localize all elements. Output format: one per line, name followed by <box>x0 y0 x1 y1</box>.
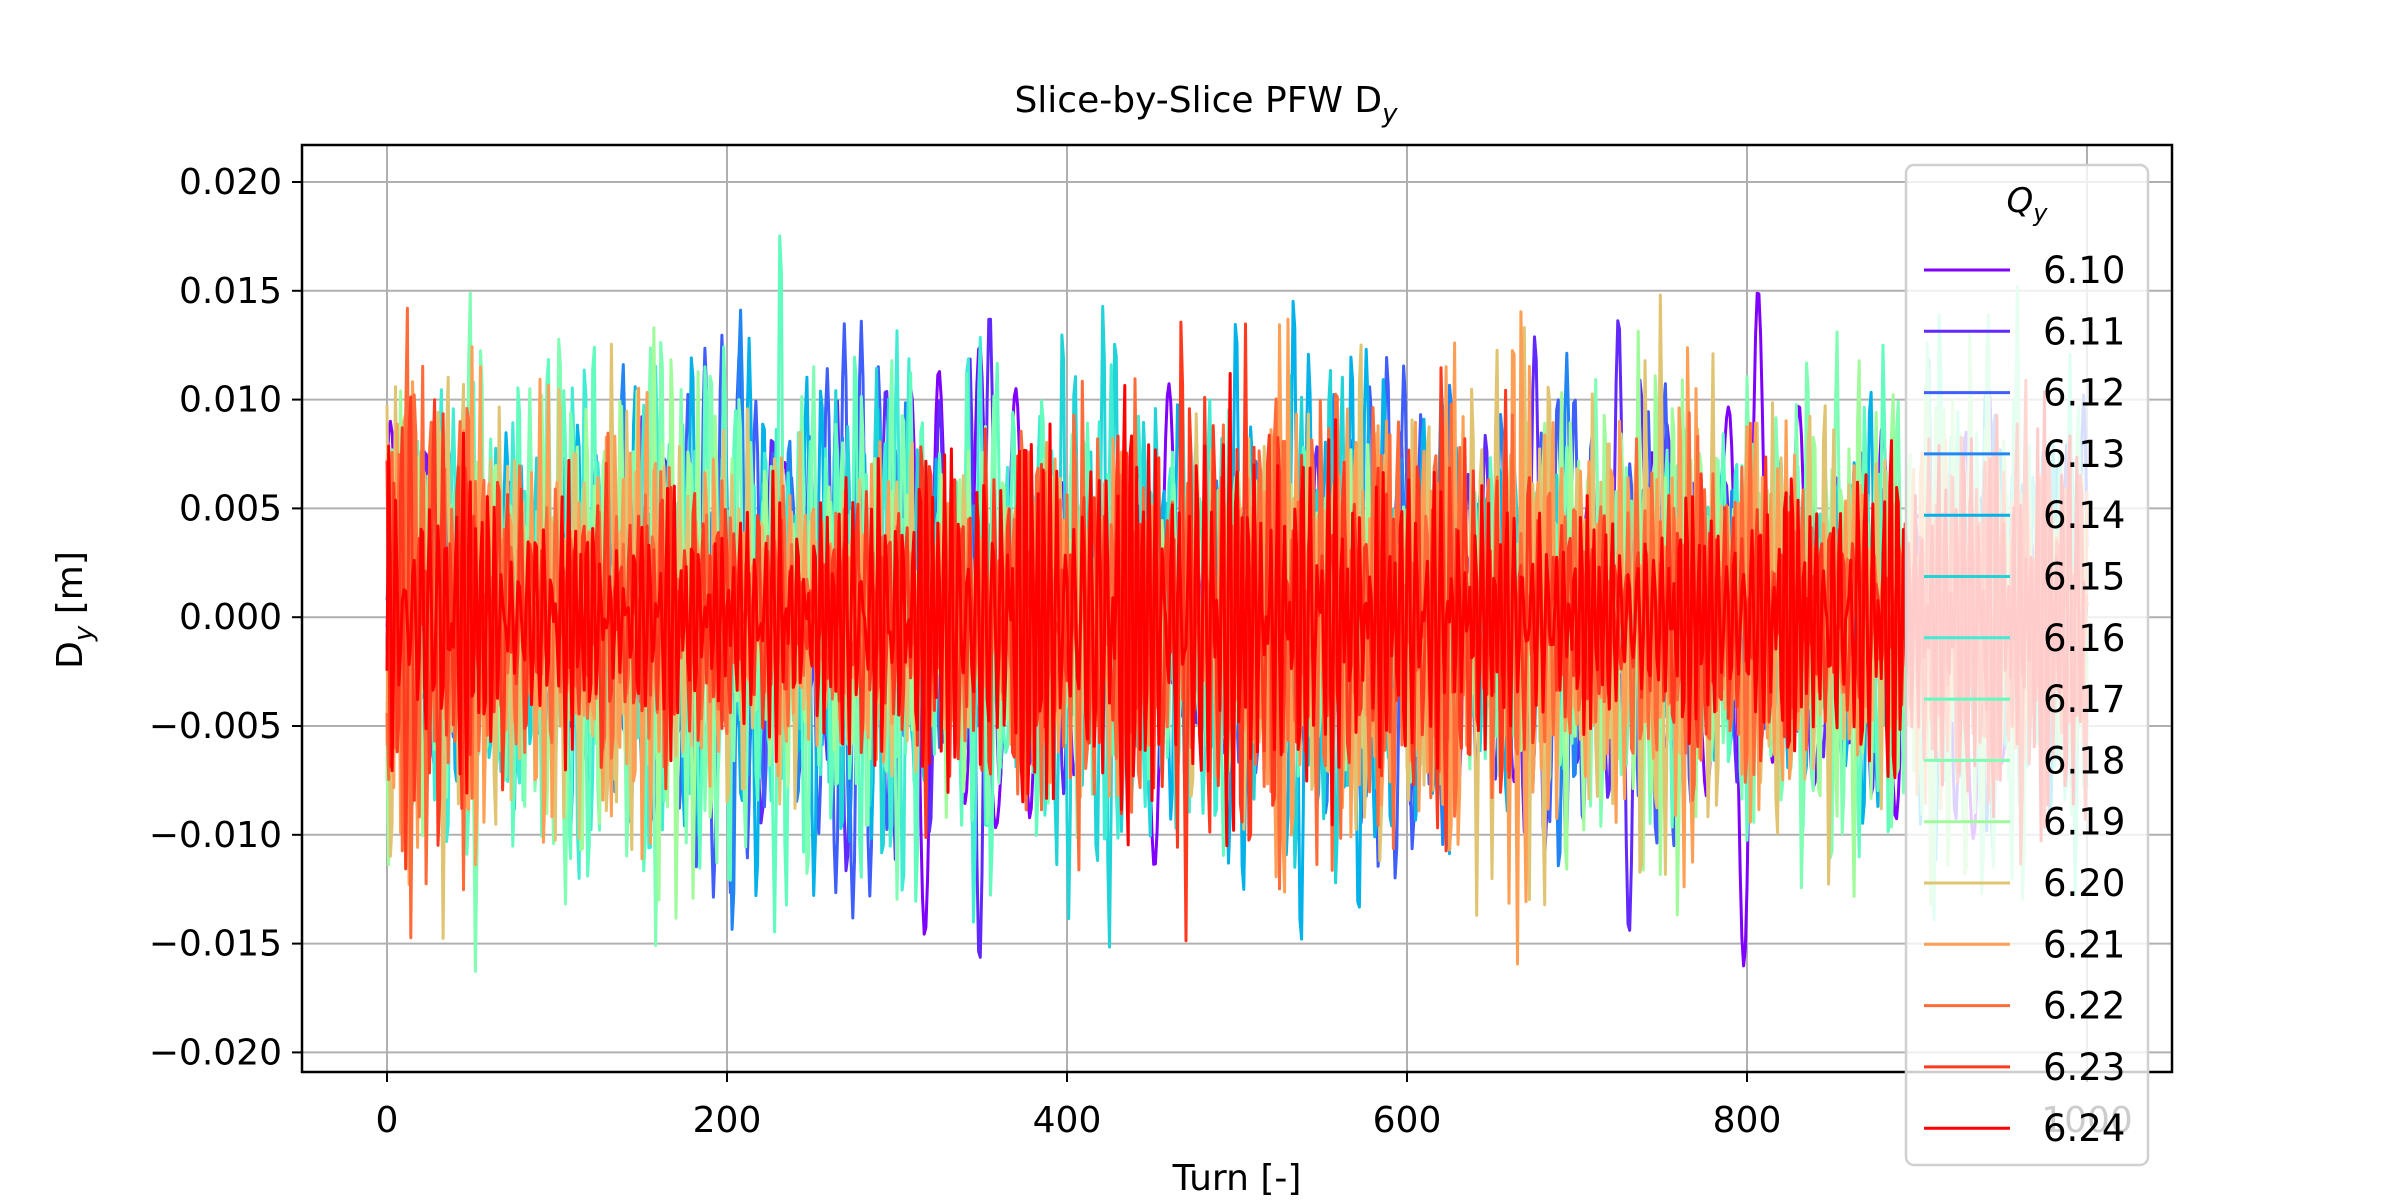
chart-title: Slice-by-Slice PFW Dy <box>1014 80 1398 129</box>
legend-title: Qy <box>2007 181 2049 227</box>
y-tick-label: −0.020 <box>149 1032 282 1073</box>
y-tick-label: 0.020 <box>179 162 282 203</box>
y-tick-label: −0.005 <box>149 706 282 747</box>
legend-label: 6.18 <box>2043 739 2125 782</box>
y-axis: 0.020 0.015 0.010 0.005 0.000 −0.005 −0.010 −0.… <box>149 162 302 1073</box>
x-tick-label: 600 <box>1373 1100 1442 1141</box>
legend-label: 6.15 <box>2043 556 2125 599</box>
legend-label: 6.11 <box>2043 310 2125 353</box>
y-axis-label: Dy [m] <box>50 551 99 669</box>
y-tick-label: −0.015 <box>149 924 282 965</box>
x-tick-label: 0 <box>376 1100 399 1141</box>
legend-label: 6.22 <box>2043 985 2125 1028</box>
x-tick-label: 200 <box>693 1100 762 1141</box>
legend-label: 6.12 <box>2043 372 2125 415</box>
y-tick-label: 0.015 <box>179 271 282 312</box>
y-tick-label: 0.000 <box>179 597 282 638</box>
legend-label: 6.23 <box>2043 1046 2125 1089</box>
legend-entries: 6.10 6.11 6.12 6.13 6.14 6.15 6.16 6.17 6.18 6.19… <box>1924 249 2125 1150</box>
x-axis-label: Turn [-] <box>1172 1158 1302 1199</box>
legend-label: 6.14 <box>2043 494 2125 537</box>
legend: Qy 6.106.116.126.136.146.156.166.176.186… <box>1904 163 2150 1167</box>
legend-label: 6.10 <box>2043 249 2125 292</box>
plot-frame <box>300 143 2174 1074</box>
x-tick-label: 800 <box>1713 1100 1782 1141</box>
legend-label: 6.24 <box>2043 1107 2125 1150</box>
legend-label: 6.21 <box>2043 923 2125 966</box>
x-axis: 02004006008001000 <box>376 1072 2133 1141</box>
y-tick-label: 0.005 <box>179 488 282 529</box>
legend-label: 6.16 <box>2043 617 2125 660</box>
y-tick-label: −0.010 <box>149 815 282 856</box>
x-tick-label: 400 <box>1033 1100 1102 1141</box>
series-line-6-24 <box>385 372 2089 848</box>
legend-label: 6.13 <box>2043 433 2125 476</box>
legend-label: 6.17 <box>2043 678 2125 721</box>
y-tick-label: 0.010 <box>179 380 282 421</box>
legend-box <box>1904 163 2150 1167</box>
plot-lines <box>385 234 2089 973</box>
legend-label: 6.20 <box>2043 862 2125 905</box>
legend-label: 6.19 <box>2043 801 2125 844</box>
